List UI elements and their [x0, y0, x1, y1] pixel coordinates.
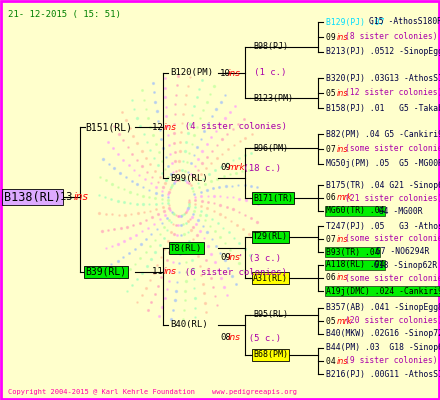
Text: 08: 08 [220, 334, 231, 342]
Text: B68(PM): B68(PM) [253, 350, 288, 360]
Text: B175(TR) .04 G21 -Sinop62R: B175(TR) .04 G21 -Sinop62R [326, 180, 440, 190]
Text: T247(PJ) .05   G3 -Athos00R: T247(PJ) .05 G3 -Athos00R [326, 222, 440, 230]
Text: B44(PM) .03  G18 -Sinop62R: B44(PM) .03 G18 -Sinop62R [326, 344, 440, 352]
Text: (1 c.): (1 c.) [238, 68, 286, 78]
Text: 13: 13 [60, 192, 79, 202]
Text: ' (3 c.): ' (3 c.) [238, 254, 281, 262]
Text: ins: ins [228, 334, 241, 342]
Text: B138(RL): B138(RL) [4, 190, 61, 204]
Text: 07: 07 [326, 234, 341, 244]
Text: B158(PJ) .01   G5 -Takab93R: B158(PJ) .01 G5 -Takab93R [326, 104, 440, 112]
Text: 09: 09 [326, 32, 341, 42]
Text: (some sister colonies): (some sister colonies) [345, 274, 440, 282]
Text: (9 sister colonies): (9 sister colonies) [345, 356, 438, 366]
Text: Copyright 2004-2015 @ Karl Kehrle Foundation    www.pedigreeapis.org: Copyright 2004-2015 @ Karl Kehrle Founda… [8, 389, 297, 395]
Text: G7 -NO6294R: G7 -NO6294R [366, 248, 429, 256]
Text: 07: 07 [326, 144, 341, 154]
Text: ins: ins [337, 144, 348, 154]
Text: B39(RL): B39(RL) [85, 267, 126, 277]
Text: ins: ins [164, 122, 177, 132]
Text: ins: ins [164, 268, 177, 276]
Text: (20 sister colonies): (20 sister colonies) [345, 316, 440, 326]
Text: B40(MKW) .02G16 -Sinop72R: B40(MKW) .02G16 -Sinop72R [326, 330, 440, 338]
Text: ins: ins [228, 68, 241, 78]
Text: ins: ins [337, 274, 348, 282]
Text: mrk: mrk [228, 164, 246, 172]
Text: (6 sister colonies): (6 sister colonies) [174, 268, 287, 276]
Text: 05: 05 [326, 88, 341, 98]
Text: (some sister colonies): (some sister colonies) [345, 144, 440, 154]
Text: 09: 09 [220, 254, 231, 262]
Text: B82(PM) .04 G5 -Cankiri97Q: B82(PM) .04 G5 -Cankiri97Q [326, 130, 440, 138]
Text: A31(RL): A31(RL) [253, 274, 288, 282]
Text: mrk: mrk [337, 316, 352, 326]
Text: MG60(TR) .04: MG60(TR) .04 [326, 206, 385, 216]
Text: B171(TR): B171(TR) [253, 194, 293, 202]
Text: (5 c.): (5 c.) [238, 334, 281, 342]
Text: MG50j(PM) .05  G5 -MG00R: MG50j(PM) .05 G5 -MG00R [326, 160, 440, 168]
Text: T29(RL): T29(RL) [253, 232, 288, 242]
Text: G18 -Sinop62R: G18 -Sinop62R [369, 260, 437, 270]
Text: B216(PJ) .00G11 -AthosS180R: B216(PJ) .00G11 -AthosS180R [326, 370, 440, 378]
Text: 21- 12-2015 ( 15: 51): 21- 12-2015 ( 15: 51) [8, 10, 121, 19]
Text: 09: 09 [220, 164, 231, 172]
Text: B95(RL): B95(RL) [253, 310, 288, 320]
Text: G15 -AthosS180R: G15 -AthosS180R [369, 18, 440, 26]
Text: ins: ins [337, 234, 348, 244]
Text: B129(PJ) .07: B129(PJ) .07 [326, 18, 385, 26]
Text: (some sister colonies): (some sister colonies) [345, 234, 440, 244]
Text: B93(TR) .04: B93(TR) .04 [326, 248, 380, 256]
Text: ins: ins [228, 254, 241, 262]
Text: B96(PM): B96(PM) [253, 144, 288, 152]
Text: B123(PM): B123(PM) [253, 94, 293, 102]
Text: (4 sister colonies): (4 sister colonies) [174, 122, 287, 132]
Text: ins: ins [337, 88, 348, 98]
Text: mrk: mrk [337, 194, 352, 202]
Text: B40(RL): B40(RL) [170, 320, 208, 330]
Text: ins: ins [74, 192, 89, 202]
Text: ins: ins [337, 32, 348, 42]
Text: (8 sister colonies): (8 sister colonies) [345, 32, 438, 42]
Text: B320(PJ) .03G13 -AthosS180R: B320(PJ) .03G13 -AthosS180R [326, 74, 440, 82]
Text: B99(RL): B99(RL) [170, 174, 208, 182]
Text: 06: 06 [326, 274, 341, 282]
Text: T8(RL): T8(RL) [170, 244, 202, 252]
Text: G4 -MG00R: G4 -MG00R [369, 206, 423, 216]
Text: 05: 05 [326, 316, 341, 326]
Text: A118(RL) .04: A118(RL) .04 [326, 260, 385, 270]
Text: B120(PM): B120(PM) [170, 68, 213, 78]
Text: (21 sister colonies): (21 sister colonies) [345, 194, 440, 202]
Text: B213(PJ) .0512 -SinopEgg86R: B213(PJ) .0512 -SinopEgg86R [326, 48, 440, 56]
Text: 11: 11 [152, 268, 168, 276]
Text: B357(AB) .041 -SinopEgg86R: B357(AB) .041 -SinopEgg86R [326, 304, 440, 312]
Text: A19j(DMC) .024 -Cankiri97Q: A19j(DMC) .024 -Cankiri97Q [326, 286, 440, 296]
Text: B98(PJ): B98(PJ) [253, 42, 288, 52]
Text: 10: 10 [220, 68, 231, 78]
Text: (12 sister colonies): (12 sister colonies) [345, 88, 440, 98]
Text: (18 c.): (18 c.) [238, 164, 281, 172]
Text: 06: 06 [326, 194, 341, 202]
Text: 04: 04 [326, 356, 341, 366]
Text: 12: 12 [152, 122, 168, 132]
Text: ins: ins [337, 356, 348, 366]
Text: B151(RL): B151(RL) [85, 122, 132, 132]
